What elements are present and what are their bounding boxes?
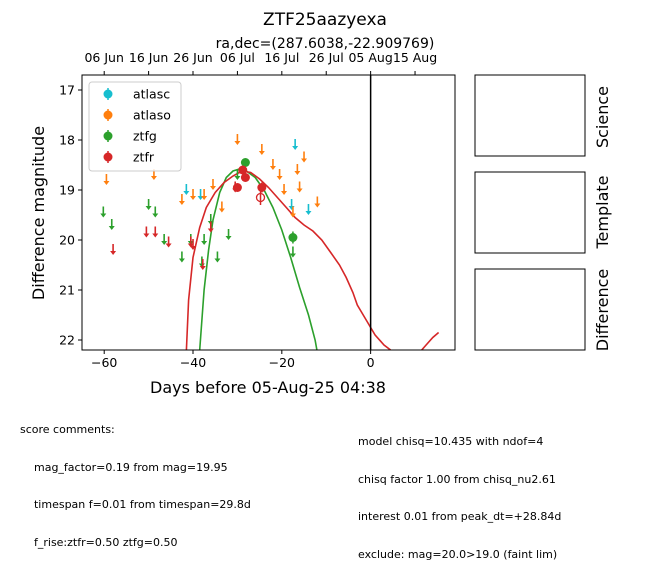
model-curve-ztfr: [185, 170, 392, 350]
ztfr-upper-limit-head: [190, 246, 197, 250]
y-tick-label: 18: [59, 133, 75, 148]
ztfr-upper-limit-head: [165, 243, 172, 248]
ztfg-upper-limit-head: [225, 236, 232, 240]
atlaso-upper-limit-head: [281, 191, 288, 195]
note-line: score comments:: [20, 423, 115, 436]
ztfg-upper-limit-head: [201, 241, 208, 245]
atlaso-upper-limit-head: [258, 151, 265, 155]
ztfg-upper-limit-head: [152, 213, 159, 218]
legend-marker: [103, 152, 113, 162]
science-panel: [474, 74, 586, 157]
note-line: model chisq=10.435 with ndof=4: [358, 435, 544, 448]
ztfg-upper-limit-head: [214, 258, 221, 263]
ztfr-detection-point: [238, 165, 248, 175]
ztfg-upper-limit-head: [161, 241, 168, 245]
atlaso-upper-limit-head: [314, 203, 321, 208]
legend-label: ztfg: [133, 129, 157, 144]
note-line: timespan f=0.01 from timespan=29.8d: [20, 498, 251, 511]
atlaso-upper-limit-head: [269, 166, 276, 170]
atlaso-upper-limit-head: [218, 208, 225, 213]
x-tick-label: −40: [180, 355, 206, 370]
ztfg-detection-point: [288, 233, 298, 242]
ztfg-upper-limit-head: [178, 258, 185, 263]
model-curve-ztfr-tail: [421, 331, 440, 350]
note-line: interest 0.01 from peak_dt=+28.84d: [358, 510, 562, 523]
atlaso-upper-limit-head: [296, 188, 303, 193]
ztfg-detection-point: [240, 158, 250, 167]
top-tick-label: 05 Aug: [348, 50, 392, 65]
atlaso-upper-limit-head: [301, 158, 308, 163]
model-comments: model chisq=10.435 with ndof=4 chisq fac…: [358, 411, 561, 574]
y-tick-label: 21: [59, 283, 75, 298]
plot-area: −60 −40 −20 0 17 18 19 20 21 22 06 Jun 16 Jun 26 Jun…: [59, 50, 456, 370]
atlaso-upper-limit-head: [289, 213, 296, 218]
ztfr-detection-point: [257, 183, 267, 192]
ztfg-upper-limit-head: [289, 253, 296, 258]
legend-label: atlaso: [133, 108, 171, 123]
y-tick-label: 20: [59, 233, 75, 248]
plot-frame: [81, 74, 456, 351]
y-tick-label: 17: [59, 83, 75, 98]
atlaso-upper-limit-head: [209, 186, 216, 190]
ztfg-upper-limit-head: [108, 226, 115, 230]
ztfr-detection-point: [232, 183, 242, 192]
atlaso-upper-limit-head: [150, 176, 157, 180]
science-label: Science: [593, 86, 612, 148]
ztfr-upper-limit-head: [152, 233, 159, 238]
x-axis-label: Days before 05-Aug-25 04:38: [150, 378, 386, 397]
top-tick-label: 15 Aug: [393, 50, 437, 65]
chart-title: ZTF25aazyexa: [263, 10, 387, 30]
atlaso-upper-limit-head: [201, 196, 208, 200]
ztfg-upper-limit-head: [100, 213, 107, 218]
chart-subtitle: ra,dec=(287.6038,-22.909769): [216, 36, 435, 52]
top-tick-label: 26 Jun: [173, 50, 212, 65]
ztfg-upper-limit-head: [145, 206, 152, 210]
atlaso-upper-limit-head: [276, 176, 283, 180]
atlaso-upper-limit-head: [190, 196, 197, 200]
ztfr-upper-limit-head: [199, 266, 206, 270]
ztfr-upper-limit-head: [143, 233, 150, 238]
ztfr-open-point: [255, 192, 266, 203]
difference-label: Difference: [593, 269, 612, 351]
score-comments: score comments: mag_factor=0.19 from mag…: [20, 399, 251, 562]
x-tick-label: −60: [91, 355, 117, 370]
difference-panel: [474, 268, 586, 351]
top-tick-label: 16 Jun: [129, 50, 168, 65]
legend-label: atlasc: [133, 87, 170, 102]
y-tick-label: 22: [59, 333, 75, 348]
legend-box: [88, 81, 182, 172]
atlaso-upper-limit-head: [294, 171, 301, 175]
y-tick-label: 19: [59, 183, 75, 198]
x-tick-label: 0: [367, 355, 375, 370]
template-label: Template: [593, 175, 612, 249]
ztfr-detection-point: [240, 173, 250, 182]
top-tick-label: 26 Jul: [309, 50, 344, 65]
chart: ZTF25aazyexa ra,dec=(287.6038,-22.909769…: [29, 10, 612, 397]
y-axis-label: Difference magnitude: [29, 126, 48, 300]
x-tick-label: −20: [269, 355, 295, 370]
ztfg-upper-limit-head: [234, 176, 241, 180]
top-tick-label: 06 Jul: [220, 50, 255, 65]
atlasc-upper-limit-head: [183, 191, 190, 195]
note-line: mag_factor=0.19 from mag=19.95: [20, 460, 228, 474]
note-line: exclude: mag=20.0>19.0 (faint lim): [358, 547, 558, 561]
ztfr-upper-limit-head: [207, 228, 214, 233]
plot-content: [100, 75, 440, 350]
atlaso-upper-limit-head: [178, 201, 185, 205]
legend-marker: [103, 110, 113, 120]
legend-marker: [103, 131, 113, 141]
note-line: f_rise:ztfr=0.50 ztfg=0.50: [20, 535, 178, 549]
top-tick-label: 16 Jul: [264, 50, 299, 65]
atlasc-upper-limit-head: [305, 211, 312, 215]
atlaso-upper-limit-head: [234, 141, 241, 145]
top-tick-label: 06 Jun: [84, 50, 123, 65]
atlaso-upper-limit-head: [103, 181, 110, 185]
atlasc-upper-limit-head: [292, 146, 299, 150]
note-line: chisq factor 1.00 from chisq_nu2.61: [358, 472, 556, 486]
template-panel: [474, 171, 586, 254]
legend-label: ztfr: [133, 150, 155, 165]
ztfr-upper-limit-head: [110, 251, 117, 255]
legend-marker: [103, 89, 113, 99]
model-curve-ztfg: [198, 168, 318, 350]
